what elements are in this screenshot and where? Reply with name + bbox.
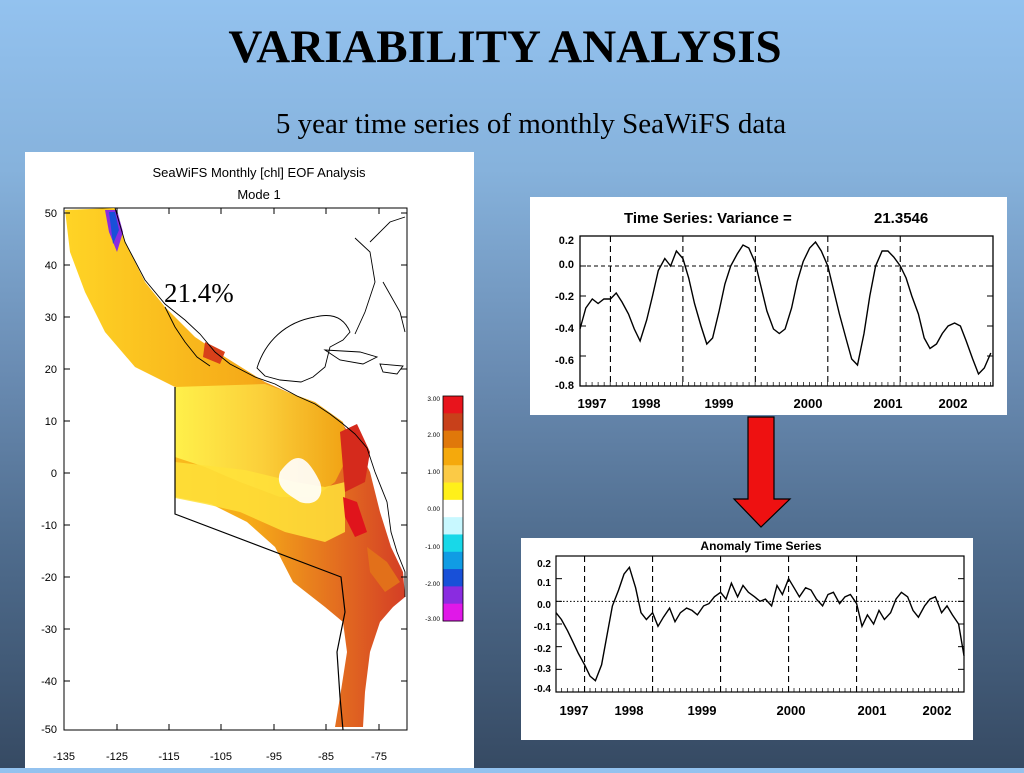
mode-percent-label: 21.4% — [164, 278, 234, 308]
lat-axis: 50 40 30 20 10 0 -10 -20 -30 -40 -50 — [41, 208, 57, 736]
lat-tick: -50 — [41, 724, 57, 736]
colorbar-swatch — [443, 447, 463, 466]
anomaly-y-axis: 0.2 0.1 0.0 -0.1 -0.2 -0.3 -0.4 — [534, 559, 552, 695]
lat-tick-marks — [63, 208, 407, 730]
ts-year-label: 2002 — [939, 396, 968, 411]
colorbar-swatch — [443, 465, 463, 484]
anomaly-plot — [555, 555, 965, 693]
eof-map-panel: SeaWiFS Monthly [chl] EOF Analysis Mode … — [25, 152, 474, 768]
ts-year-label: 1999 — [705, 396, 734, 411]
series-line — [555, 565, 965, 682]
map-title: SeaWiFS Monthly [chl] EOF Analysis — [152, 165, 366, 180]
ts-year-label: 1998 — [632, 396, 661, 411]
anomaly-title: Anomaly Time Series — [700, 539, 821, 553]
variance-value: 21.3546 — [874, 210, 928, 227]
anom-y-tick: -0.3 — [534, 664, 552, 675]
colorbar-swatch — [443, 603, 463, 622]
down-arrow-icon — [732, 416, 792, 528]
time-series-x-axis: 1997 1998 1999 2000 2001 2002 — [578, 396, 968, 411]
down-arrow-shape — [732, 416, 792, 528]
lon-tick: -75 — [371, 751, 387, 763]
colorbar-swatch — [443, 586, 463, 605]
lat-tick: 0 — [51, 468, 57, 480]
lon-tick: -115 — [158, 751, 179, 763]
ts-y-tick: -0.4 — [555, 323, 575, 335]
colorbar-label: 2.00 — [427, 432, 440, 439]
colorbar-swatch — [443, 551, 463, 570]
colorbar-swatch — [443, 569, 463, 587]
coastline — [114, 207, 406, 597]
anom-year-label: 1998 — [615, 703, 644, 718]
time-series-panel: Time Series: Variance = 21.3546 0.2 0.0 … — [530, 197, 1007, 415]
ts-year-label: 2001 — [874, 396, 903, 411]
anom-y-tick: 0.0 — [537, 600, 551, 611]
colorbar-frame — [442, 395, 464, 622]
colorbar-swatch — [443, 517, 463, 535]
lon-tick: -135 — [53, 751, 75, 763]
anom-year-label: 2002 — [923, 703, 952, 718]
lat-tick: 30 — [45, 312, 57, 324]
colorbar-swatch — [443, 534, 463, 553]
colorbar-swatch — [443, 499, 463, 518]
colorbar — [442, 395, 464, 622]
colorbar-label: 3.00 — [427, 396, 440, 403]
colorbar-swatch — [443, 413, 463, 432]
lat-tick: -20 — [41, 572, 57, 584]
anomaly-panel: Anomaly Time Series 0.2 0.1 0.0 -0.1 -0.… — [521, 538, 973, 740]
lon-tick: -105 — [210, 751, 232, 763]
time-series-title: Time Series: Variance = — [624, 210, 792, 227]
anom-y-tick: -0.4 — [534, 684, 552, 695]
colorbar-label: 0.00 — [427, 506, 440, 513]
lat-tick: -10 — [41, 520, 57, 532]
ts-year-label: 1997 — [578, 396, 607, 411]
anom-y-tick: 0.1 — [537, 578, 551, 589]
colorbar-swatch — [443, 430, 463, 449]
lon-tick: -125 — [106, 751, 128, 763]
ts-y-tick: -0.6 — [555, 355, 574, 367]
eof-pattern — [65, 208, 405, 727]
anom-year-label: 1999 — [688, 703, 717, 718]
time-series-y-axis: 0.2 0.0 -0.2 -0.4 -0.6 -0.8 — [555, 235, 575, 392]
anom-y-tick: 0.2 — [537, 559, 551, 570]
anom-year-label: 2000 — [777, 703, 806, 718]
domain-boundary — [174, 387, 346, 731]
colorbar-swatch — [443, 482, 463, 501]
lat-tick: 10 — [45, 416, 57, 428]
colorbar-swatch — [443, 396, 463, 414]
ts-y-tick: -0.8 — [555, 380, 574, 392]
lat-tick: -40 — [41, 676, 57, 688]
time-series-chart: Time Series: Variance = 21.3546 0.2 0.0 … — [555, 210, 994, 411]
anom-year-label: 1997 — [560, 703, 589, 718]
ts-y-tick: 0.2 — [559, 235, 574, 247]
colorbar-labels: 3.00 2.00 1.00 0.00 -1.00 -2.00 -3.00 — [425, 396, 440, 623]
time-series-plot — [579, 235, 993, 387]
colorbar-label: -1.00 — [425, 544, 440, 551]
lon-tick: -85 — [318, 751, 334, 763]
lon-axis: -135 -125 -115 -105 -95 -85 -75 — [53, 751, 387, 763]
lat-tick: 50 — [45, 208, 57, 220]
colorbar-label: 1.00 — [427, 469, 440, 476]
anom-y-tick: -0.1 — [534, 622, 552, 633]
lon-tick: -95 — [266, 751, 282, 763]
lat-tick: 20 — [45, 364, 57, 376]
ts-y-tick: 0.0 — [559, 259, 574, 271]
anomaly-chart: Anomaly Time Series 0.2 0.1 0.0 -0.1 -0.… — [534, 539, 965, 718]
time-series-frame — [579, 235, 994, 387]
series-line — [579, 240, 992, 376]
lat-tick: 40 — [45, 260, 57, 272]
map-subtitle: Mode 1 — [237, 187, 280, 202]
anomaly-frame — [555, 555, 965, 693]
ts-y-tick: -0.2 — [555, 291, 574, 303]
map-frame — [63, 207, 408, 731]
anomaly-x-axis: 1997 1998 1999 2000 2001 2002 — [560, 703, 952, 718]
colorbar-label: -3.00 — [425, 616, 440, 623]
anom-y-tick: -0.2 — [534, 644, 552, 655]
anom-year-label: 2001 — [858, 703, 887, 718]
ts-year-label: 2000 — [794, 396, 823, 411]
colorbar-label: -2.00 — [425, 581, 440, 588]
lat-tick: -30 — [41, 624, 57, 636]
slide-title: VARIABILITY ANALYSIS — [228, 21, 782, 73]
slide-subtitle: 5 year time series of monthly SeaWiFS da… — [275, 108, 787, 140]
eof-map: SeaWiFS Monthly [chl] EOF Analysis Mode … — [41, 165, 464, 763]
